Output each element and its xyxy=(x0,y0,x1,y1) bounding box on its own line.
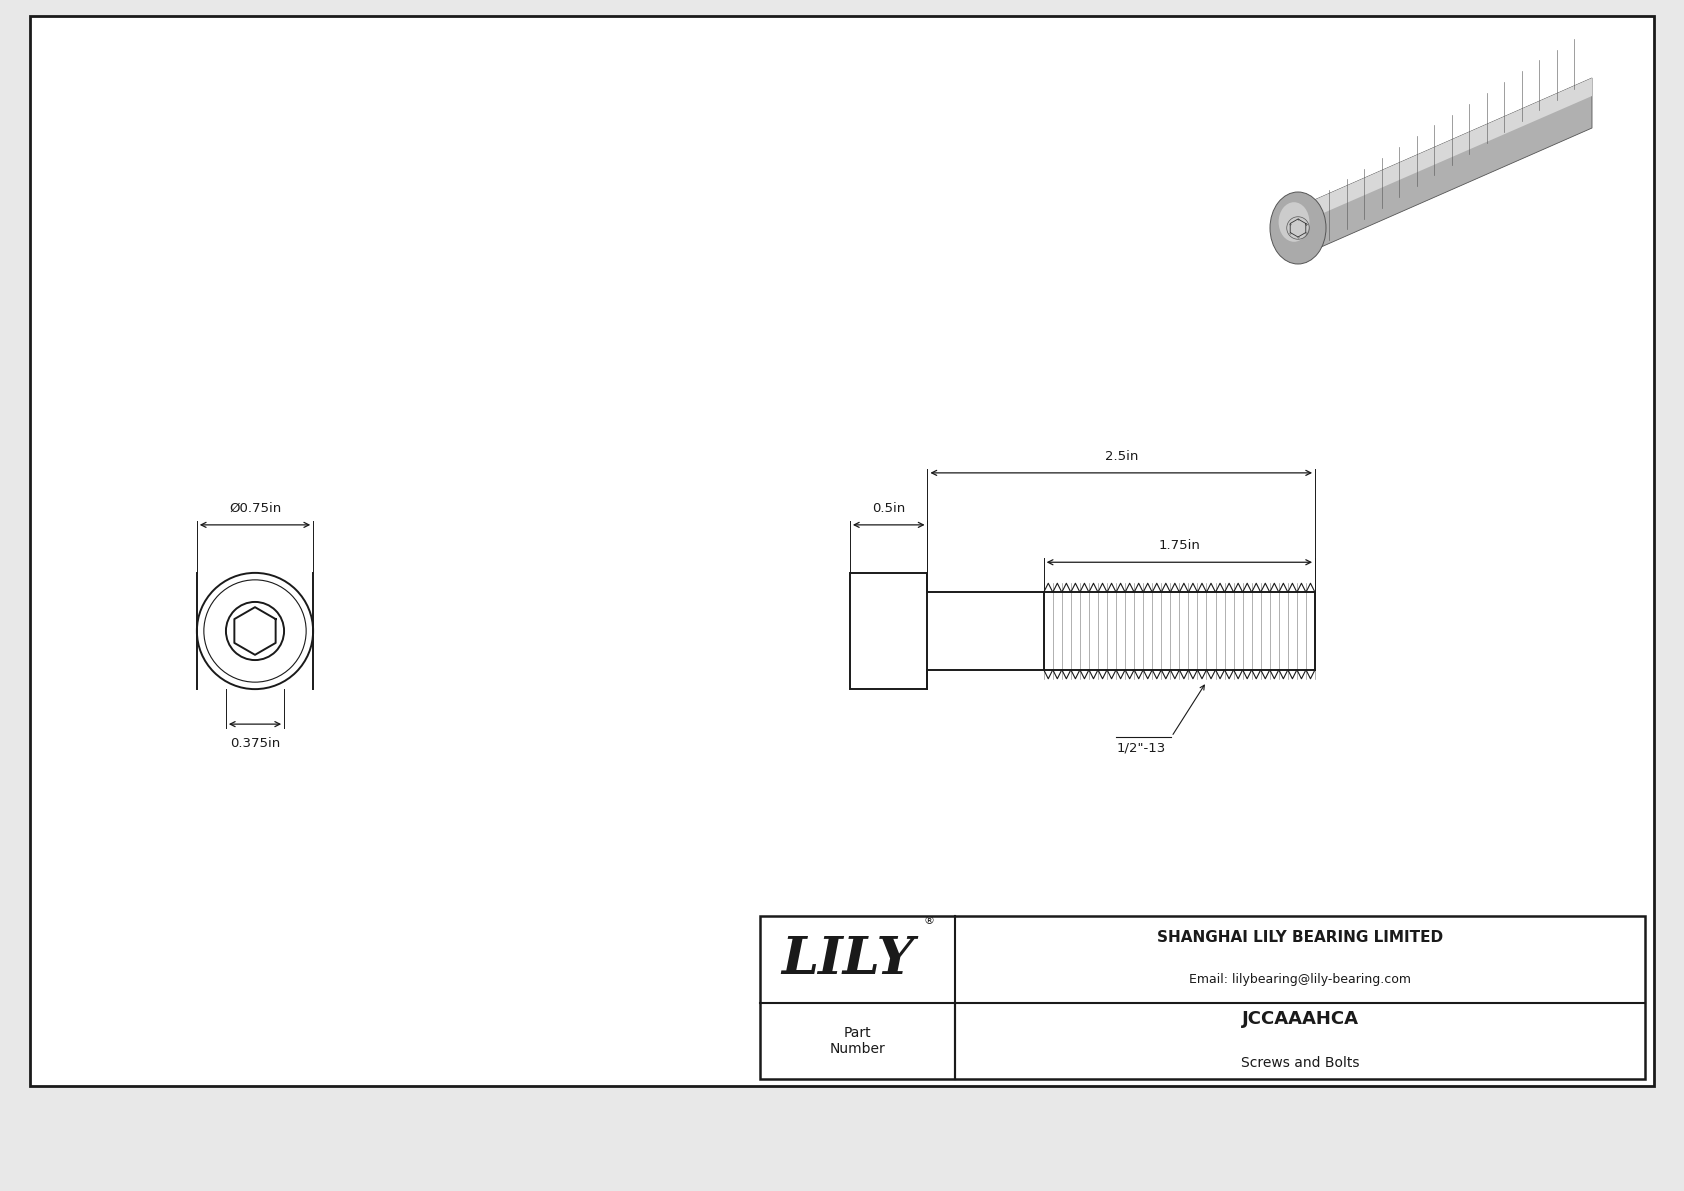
Bar xyxy=(928,592,1315,669)
Text: Email: lilybearing@lily-bearing.com: Email: lilybearing@lily-bearing.com xyxy=(1189,973,1411,986)
Ellipse shape xyxy=(1270,192,1325,264)
Polygon shape xyxy=(1312,77,1591,251)
Text: 2.5in: 2.5in xyxy=(1105,450,1138,463)
Bar xyxy=(30,15,1654,1086)
Polygon shape xyxy=(1312,77,1591,218)
Bar xyxy=(759,916,1645,1079)
Text: Screws and Bolts: Screws and Bolts xyxy=(1241,1056,1359,1070)
Text: SHANGHAI LILY BEARING LIMITED: SHANGHAI LILY BEARING LIMITED xyxy=(1157,930,1443,944)
Text: LILY: LILY xyxy=(781,934,914,985)
Text: Ø0.75in: Ø0.75in xyxy=(229,501,281,515)
Text: 1/2"-13: 1/2"-13 xyxy=(1116,742,1165,755)
Text: Part
Number: Part Number xyxy=(830,1025,886,1056)
Bar xyxy=(1260,66,1610,306)
Text: ®: ® xyxy=(925,917,935,927)
Bar xyxy=(850,573,928,690)
Text: 0.5in: 0.5in xyxy=(872,501,906,515)
Ellipse shape xyxy=(1278,202,1310,242)
Text: 1.75in: 1.75in xyxy=(1159,540,1201,553)
Text: 0.375in: 0.375in xyxy=(231,737,280,750)
Text: JCCAAAHCA: JCCAAAHCA xyxy=(1241,1010,1359,1028)
